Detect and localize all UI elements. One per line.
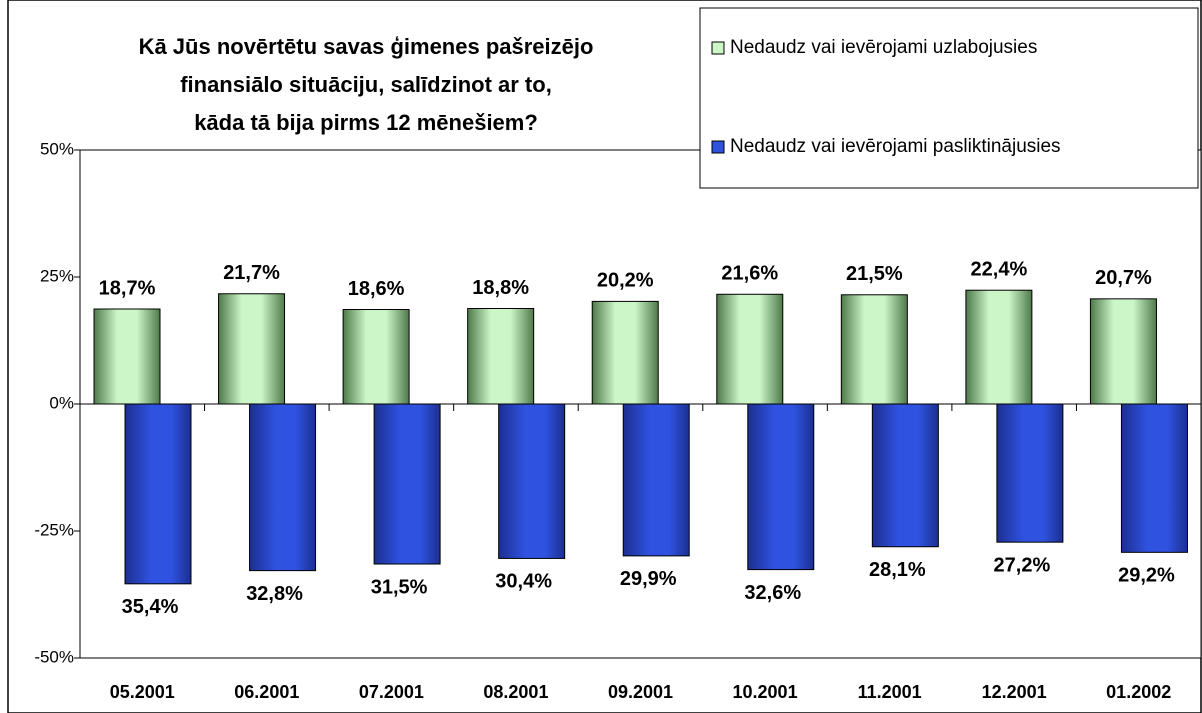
x-tick-label: 07.2001 [359, 682, 424, 702]
legend-label: Nedaudz vai ievērojami pasliktinājusies [730, 136, 1061, 157]
value-label: 32,8% [246, 583, 303, 605]
legend-marker [711, 41, 725, 55]
bar [249, 403, 317, 572]
bar [591, 300, 659, 405]
y-tick-label: -50% [34, 647, 74, 666]
value-label: 30,4% [495, 571, 552, 593]
bar [840, 294, 908, 405]
y-tick-label: -25% [34, 520, 74, 539]
bar [965, 289, 1033, 405]
x-tick-label: 09.2001 [608, 682, 673, 702]
bar [218, 293, 286, 405]
value-label: 20,7% [1095, 267, 1152, 289]
bar [747, 403, 815, 571]
value-label: 22,4% [971, 258, 1028, 280]
x-tick-label: 08.2001 [483, 682, 548, 702]
bar [1120, 403, 1188, 553]
bar [124, 403, 192, 585]
x-tick-label: 01.2002 [1106, 682, 1171, 702]
bar [93, 308, 161, 405]
bar [498, 403, 566, 559]
value-label: 29,2% [1118, 565, 1175, 587]
value-label: 18,6% [348, 278, 405, 300]
y-tick-label: 25% [40, 266, 74, 285]
value-label: 35,4% [122, 596, 179, 618]
bar [716, 293, 784, 405]
y-tick-label: 50% [40, 139, 74, 158]
x-tick-label: 06.2001 [234, 682, 299, 702]
bar [1089, 298, 1157, 405]
value-label: 27,2% [994, 554, 1051, 576]
x-tick-label: 05.2001 [110, 682, 175, 702]
value-label: 31,5% [371, 576, 428, 598]
value-label: 32,6% [744, 582, 801, 604]
bar [342, 309, 410, 405]
value-label: 21,6% [721, 263, 778, 285]
chart-title: Kā Jūs novērtētu savas ģimenes pašreizēj… [139, 34, 594, 59]
value-label: 18,8% [472, 277, 529, 299]
value-label: 29,9% [620, 568, 677, 590]
legend-marker [711, 140, 725, 154]
x-tick-label: 10.2001 [733, 682, 798, 702]
value-label: 18,7% [99, 277, 156, 299]
value-label: 21,5% [846, 263, 903, 285]
bar [622, 403, 690, 557]
bar [996, 403, 1064, 543]
bar [467, 307, 535, 405]
x-tick-label: 11.2001 [858, 682, 922, 702]
chart-title: kāda tā bija pirms 12 mēnešiem? [194, 110, 538, 135]
y-tick-label: 0% [49, 393, 74, 412]
value-label: 20,2% [597, 270, 654, 292]
legend-label: Nedaudz vai ievērojami uzlabojusies [730, 37, 1037, 58]
value-label: 28,1% [869, 559, 926, 581]
value-label: 21,7% [223, 262, 280, 284]
x-tick-label: 12.2001 [982, 682, 1047, 702]
legend-box [699, 7, 1199, 189]
chart-title: finansiālo situāciju, salīdzinot ar to, [180, 72, 552, 97]
bar [373, 403, 441, 565]
bar [871, 403, 939, 548]
